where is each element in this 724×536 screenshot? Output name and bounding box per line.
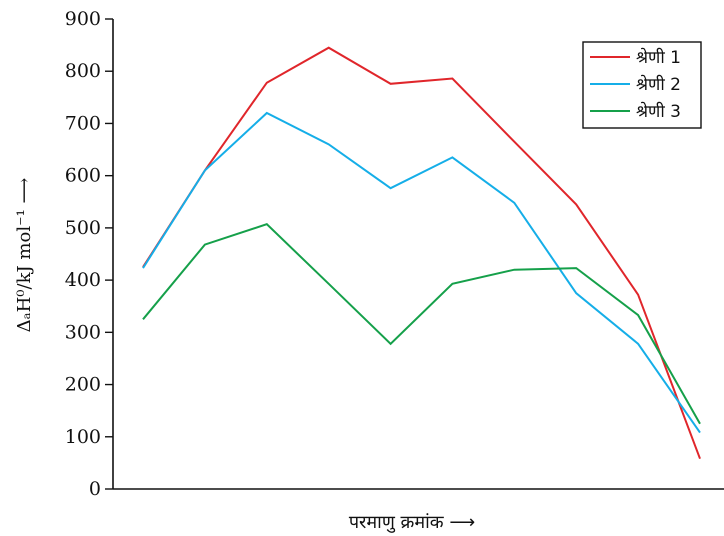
legend-label: श्रेणी 3 — [636, 101, 681, 122]
series-lines — [142, 46, 701, 460]
series-line-2 — [142, 111, 701, 434]
y-axis-label: ΔₐH⁰/kJ mol⁻¹ ⟶ — [14, 177, 35, 332]
y-tick-label: 0 — [89, 478, 101, 500]
legend-label: श्रेणी 1 — [636, 47, 681, 68]
y-tick-label: 600 — [65, 165, 101, 187]
y-tick-label: 900 — [65, 8, 101, 30]
x-axis-label: परमाणु क्रमांक ⟶ — [349, 512, 475, 533]
y-tick-label: 200 — [65, 374, 101, 396]
y-tick-label: 300 — [65, 321, 101, 343]
y-ticks: 0 100 200 300 400 500 600 700 800 900 — [65, 8, 113, 500]
series-line-1 — [142, 46, 701, 460]
y-tick-label: 100 — [65, 426, 101, 448]
axes — [112, 19, 724, 490]
series-line-3 — [142, 223, 701, 425]
y-tick-label: 800 — [65, 60, 101, 82]
y-tick-label: 500 — [65, 217, 101, 239]
y-tick-label: 700 — [65, 112, 101, 134]
y-tick-label: 400 — [65, 269, 101, 291]
legend: श्रेणी 1 श्रेणी 2 श्रेणी 3 — [582, 41, 702, 129]
legend-label: श्रेणी 2 — [636, 74, 681, 95]
